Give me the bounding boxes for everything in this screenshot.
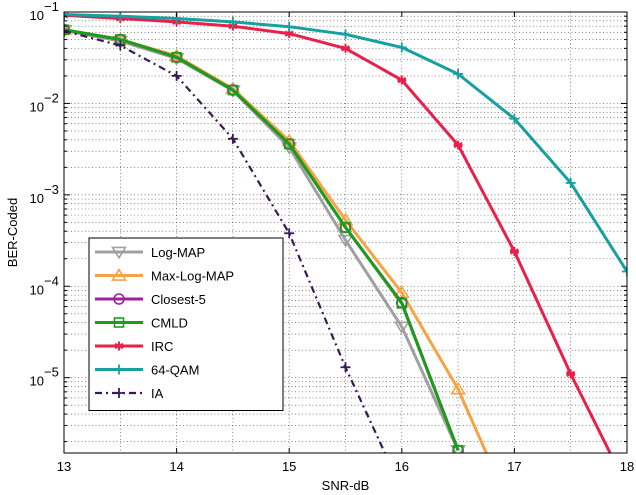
marker-plus <box>396 42 407 53</box>
marker-triangle-down <box>111 246 127 260</box>
y-tick-label: 10 <box>30 191 44 206</box>
y-tick-label: 10 <box>30 282 44 297</box>
series-cmld <box>64 24 464 453</box>
marker-square <box>396 298 408 309</box>
marker-triangle-down <box>393 321 410 335</box>
marker-plus <box>565 177 576 188</box>
y-tick-exponent: −2 <box>44 90 59 105</box>
marker-plus <box>284 228 295 239</box>
marker-asterisk <box>397 75 407 85</box>
marker-square <box>113 317 125 328</box>
marker-square <box>340 222 351 233</box>
plot-frame <box>63 11 628 454</box>
marker-triangle-up <box>450 381 467 395</box>
marker-plus <box>227 133 238 144</box>
legend-entry: IA <box>95 386 164 401</box>
marker-square <box>452 445 464 453</box>
marker-plus <box>622 266 627 277</box>
y-tick-label: 10 <box>30 99 44 114</box>
marker-circle <box>113 293 125 305</box>
marker-plus <box>115 12 126 22</box>
legend-entry: CMLD <box>95 316 188 331</box>
x-tick-label: 15 <box>282 459 296 474</box>
marker-plus <box>453 68 464 79</box>
legend-entry: Closest-5 <box>95 292 206 307</box>
series-64-qam <box>64 12 627 277</box>
marker-triangle-up <box>337 212 354 226</box>
y-tick-exponent: −1 <box>44 0 59 14</box>
x-tick-label: 13 <box>57 459 71 474</box>
marker-asterisk <box>566 369 576 379</box>
y-axis-label: BER-Coded <box>5 198 20 267</box>
marker-square <box>64 24 70 36</box>
marker-plus <box>171 70 182 81</box>
x-tick-label: 14 <box>169 459 183 474</box>
marker-triangle-up <box>111 268 127 281</box>
legend-entry: IRC <box>95 339 173 354</box>
marker-plus <box>509 113 520 124</box>
marker-plus <box>114 364 124 375</box>
marker-asterisk <box>509 247 519 257</box>
legend-entry: Max-Log-MAP <box>95 268 234 284</box>
marker-plus <box>340 29 351 40</box>
marker-asterisk <box>341 43 350 53</box>
series-line <box>64 28 460 451</box>
marker-plus <box>227 16 238 27</box>
series-layer <box>64 12 627 453</box>
marker-asterisk-stroke <box>64 14 69 19</box>
legend-entry: 64-QAM <box>95 363 199 378</box>
marker-square <box>227 84 239 96</box>
legend-label: IRC <box>151 339 173 354</box>
y-tick-exponent: −3 <box>44 182 59 197</box>
series-ia <box>64 25 386 453</box>
legend-label: Max-Log-MAP <box>151 269 234 284</box>
x-tick-label: 17 <box>507 459 521 474</box>
marker-plus <box>340 362 351 373</box>
legend: Log-MAP Max-Log-MAP Closest-5 CMLD IRC 64-QAM… <box>88 237 284 411</box>
marker-triangle-down <box>337 234 354 248</box>
marker-plus <box>64 25 69 36</box>
marker-plus <box>114 388 124 398</box>
legend-box <box>88 237 284 411</box>
marker-square <box>283 138 295 150</box>
y-tick-exponent: −5 <box>44 365 59 380</box>
y-tick-label: 10 <box>30 374 44 389</box>
marker-square <box>171 51 182 63</box>
y-tick-label: 10 <box>30 8 44 23</box>
legend-label: IA <box>151 386 164 401</box>
legend-entry: Log-MAP <box>95 245 205 260</box>
x-axis-label: SNR-dB <box>322 478 370 493</box>
marker-asterisk <box>453 140 463 150</box>
grid <box>64 12 627 453</box>
x-tick-label: 16 <box>395 459 409 474</box>
legend-label: Log-MAP <box>151 245 205 260</box>
legend-label: Closest-5 <box>151 292 206 307</box>
y-tick-exponent: −4 <box>44 273 59 288</box>
marker-plus <box>115 40 126 51</box>
marker-asterisk <box>114 341 124 351</box>
x-tick-label: 18 <box>620 459 634 474</box>
marker-plus <box>64 12 69 20</box>
legend-label: 64-QAM <box>151 363 199 378</box>
marker-plus <box>284 21 295 32</box>
legend-label: CMLD <box>151 316 188 331</box>
